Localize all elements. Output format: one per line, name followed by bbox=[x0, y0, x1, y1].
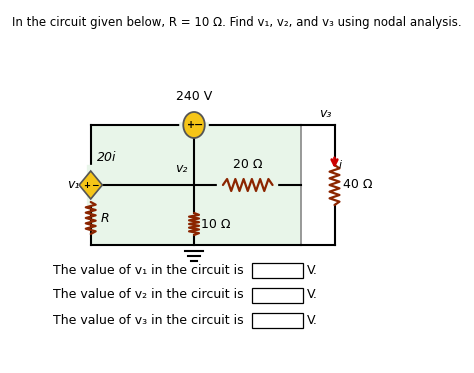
Text: R: R bbox=[100, 211, 109, 225]
Text: i: i bbox=[338, 160, 342, 170]
Text: The value of v₁ in the circuit is: The value of v₁ in the circuit is bbox=[53, 263, 243, 276]
Bar bbox=[252, 263, 303, 278]
Text: V.: V. bbox=[306, 263, 317, 276]
Text: v₂: v₂ bbox=[175, 162, 187, 175]
Bar bbox=[252, 288, 303, 303]
Circle shape bbox=[183, 112, 205, 138]
Text: +: + bbox=[83, 181, 90, 189]
Text: −: − bbox=[193, 120, 203, 130]
Text: The value of v₃ in the circuit is: The value of v₃ in the circuit is bbox=[53, 313, 243, 326]
Text: 20i: 20i bbox=[97, 151, 117, 164]
Text: v₁: v₁ bbox=[68, 179, 80, 191]
Text: In the circuit given below, R = 10 Ω. Find v₁, v₂, and v₃ using nodal analysis.: In the circuit given below, R = 10 Ω. Fi… bbox=[12, 16, 462, 29]
Text: 40 Ω: 40 Ω bbox=[343, 179, 372, 191]
Text: 240 V: 240 V bbox=[176, 90, 212, 103]
Text: +: + bbox=[187, 120, 195, 130]
Text: V.: V. bbox=[306, 288, 317, 301]
Bar bbox=[252, 313, 303, 327]
Polygon shape bbox=[79, 171, 102, 199]
Text: −: − bbox=[91, 181, 99, 189]
Text: The value of v₂ in the circuit is: The value of v₂ in the circuit is bbox=[53, 288, 243, 301]
Text: v₃: v₃ bbox=[319, 107, 331, 120]
Text: 10 Ω: 10 Ω bbox=[201, 217, 230, 231]
Text: 20 Ω: 20 Ω bbox=[233, 158, 263, 171]
Text: V.: V. bbox=[306, 313, 317, 326]
Bar bbox=[91, 125, 301, 245]
